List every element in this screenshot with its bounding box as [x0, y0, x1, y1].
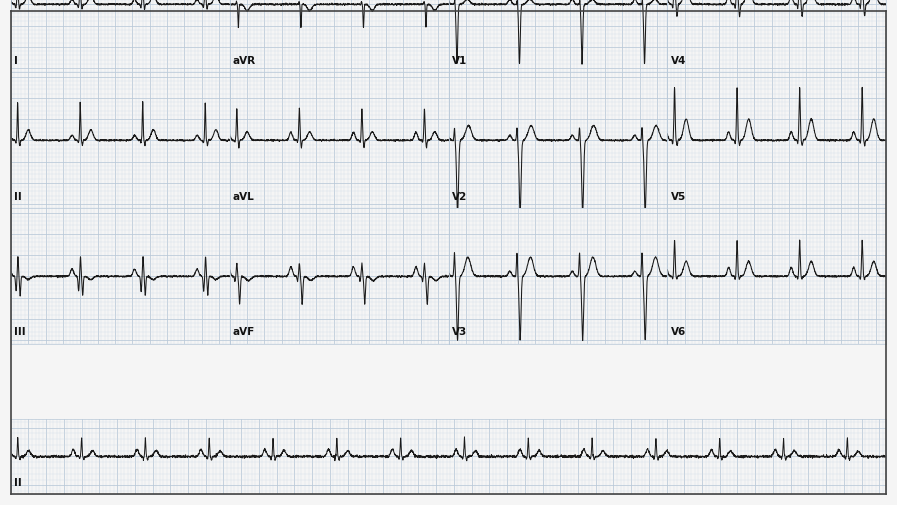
Text: V5: V5 [671, 191, 686, 201]
Text: V3: V3 [452, 328, 467, 337]
Text: II: II [14, 191, 22, 201]
Text: V4: V4 [671, 56, 686, 66]
Text: III: III [14, 328, 26, 337]
Text: V2: V2 [452, 191, 467, 201]
Text: aVR: aVR [233, 56, 256, 66]
Text: aVL: aVL [233, 191, 255, 201]
Text: V1: V1 [452, 56, 467, 66]
Text: I: I [14, 56, 18, 66]
Text: V6: V6 [671, 328, 686, 337]
Text: aVF: aVF [233, 328, 255, 337]
Text: II: II [14, 478, 22, 488]
